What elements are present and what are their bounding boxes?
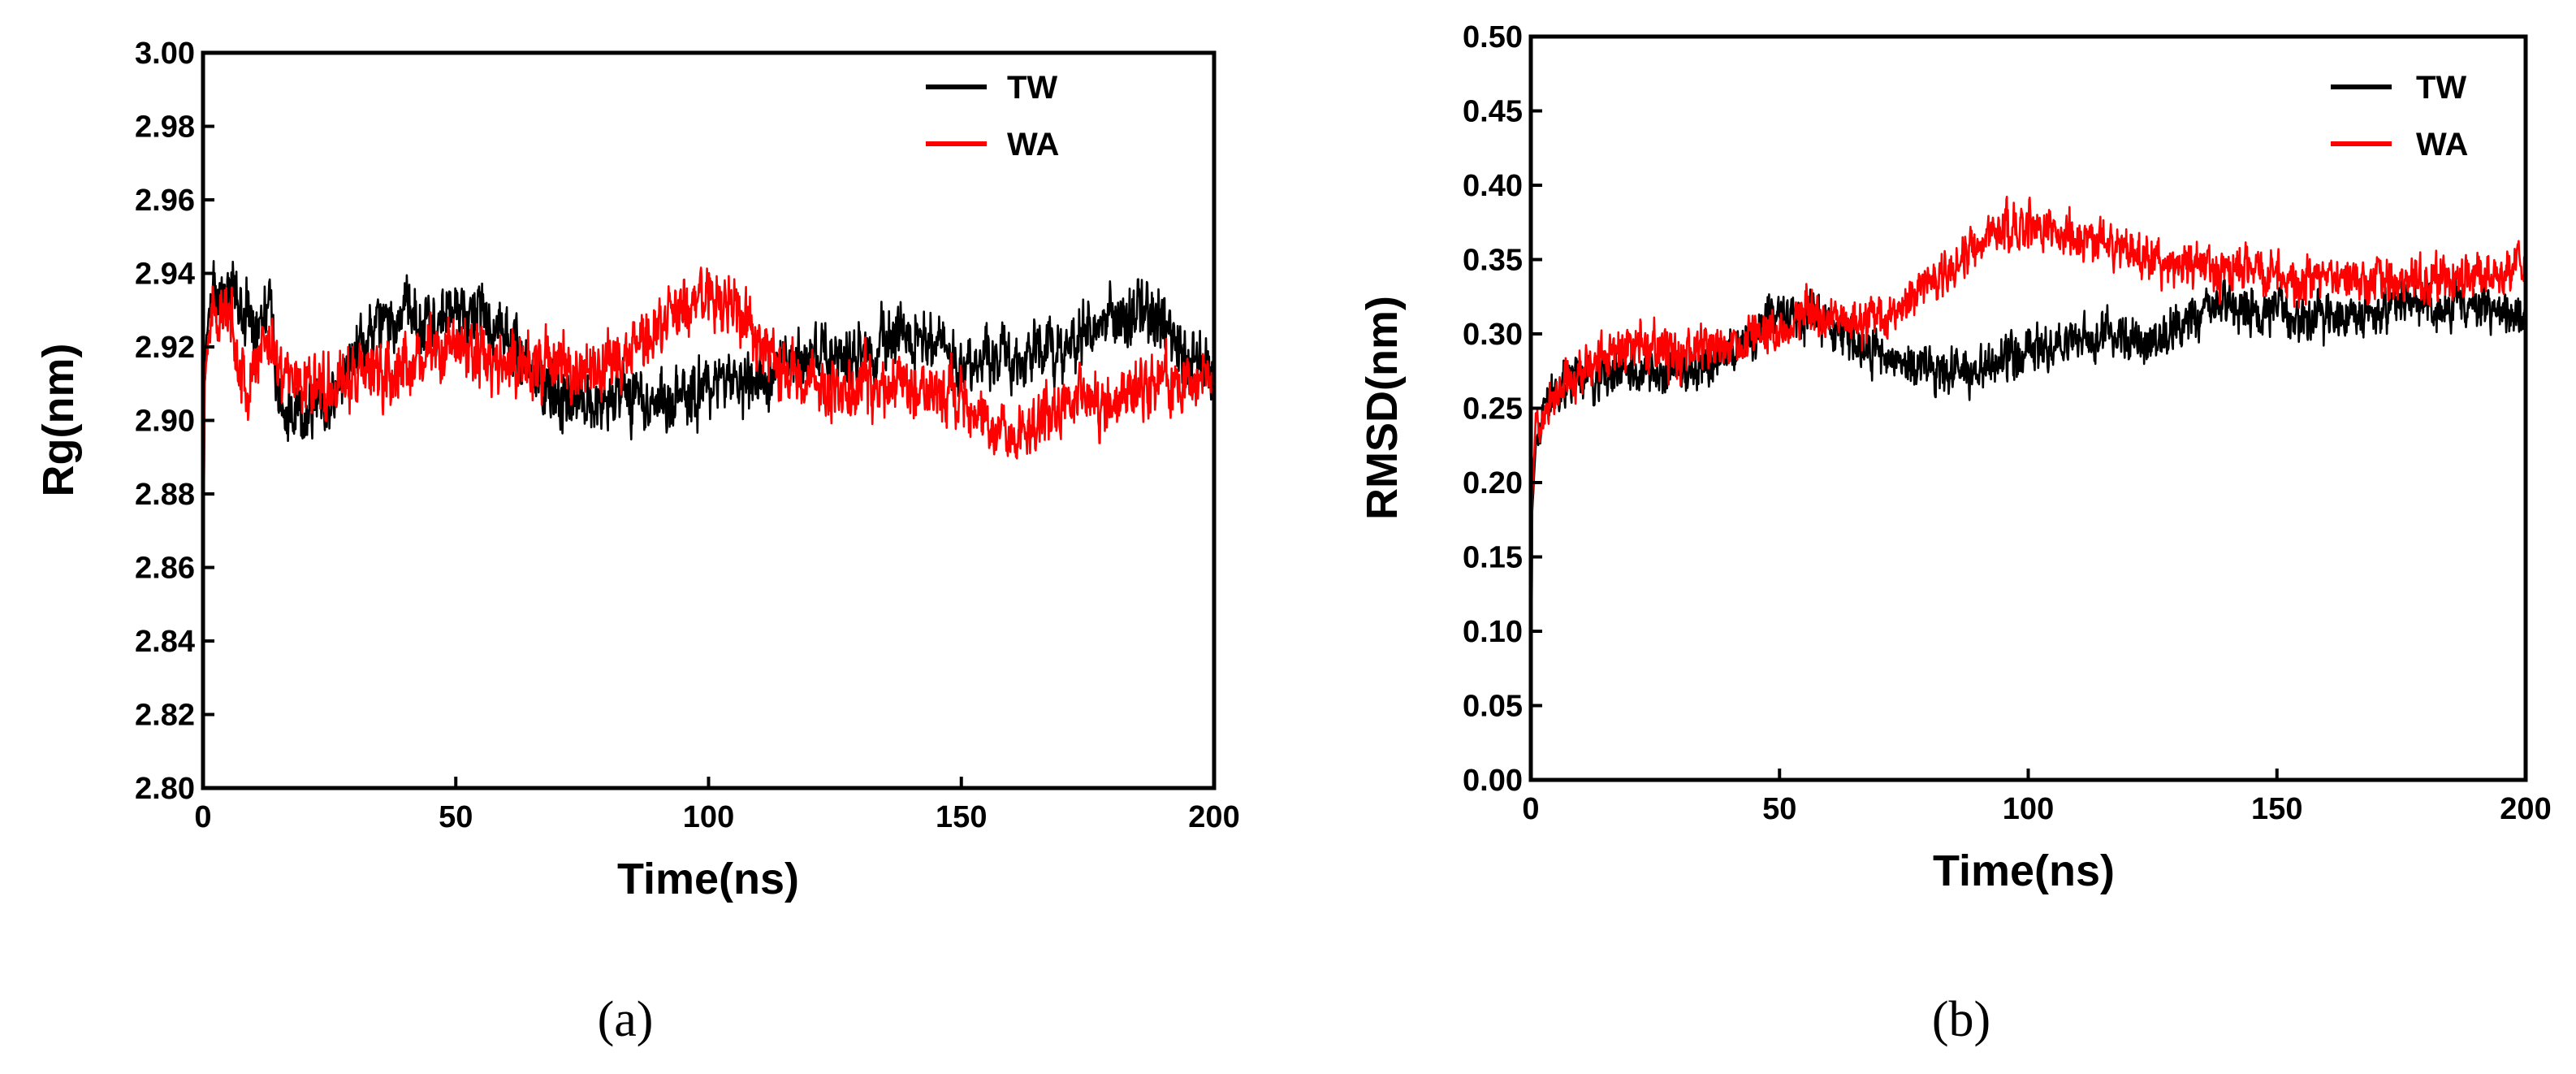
y-tick-label: 2.98 (135, 110, 195, 145)
legend-label-tw: TW (2416, 70, 2466, 106)
x-tick-label: 0 (1522, 792, 1539, 826)
y-tick-label: 0.35 (1463, 244, 1523, 278)
x-tick-label: 200 (2500, 792, 2551, 826)
y-tick-label: 0.15 (1463, 541, 1523, 575)
y-tick-label: 0.30 (1463, 318, 1523, 352)
x-tick-label: 200 (1188, 800, 1239, 834)
y-tick-label: 3.00 (135, 37, 195, 71)
x-axis-title: Time(ns) (617, 855, 799, 903)
x-tick-label: 100 (683, 800, 734, 834)
x-axis-ticks: 0 50 100 150 200 (1522, 769, 2552, 826)
panel-caption-b: (b) (1932, 992, 1990, 1047)
legend-label-tw: TW (1007, 70, 1057, 106)
x-tick-label: 0 (194, 800, 211, 834)
y-tick-label: 2.82 (135, 699, 195, 733)
panel-caption-a: (a) (598, 992, 654, 1047)
y-axis-ticks: 0.00 0.05 0.10 0.15 0.20 0.25 0.30 0.35 0.40 0.45… (1463, 20, 1542, 798)
series-line-wa (201, 266, 1216, 678)
y-tick-label: 0.00 (1463, 764, 1523, 798)
chart-panel-a: 2.80 2.82 2.84 2.86 2.88 2.90 2.92 2.94 2.96 2.98… (34, 37, 1240, 1047)
y-axis-ticks: 2.80 2.82 2.84 2.86 2.88 2.90 2.92 2.94 2.96 2.98… (135, 37, 214, 806)
x-tick-label: 50 (439, 800, 473, 834)
series-layer (1529, 195, 2527, 781)
x-tick-label: 150 (2251, 792, 2302, 826)
series-line-wa (1529, 195, 2527, 781)
y-tick-label: 2.96 (135, 184, 195, 218)
legend-label-wa: WA (2416, 127, 2468, 162)
x-axis-ticks: 0 50 100 150 200 (194, 777, 1240, 834)
chart-panel-b: 0.00 0.05 0.10 0.15 0.20 0.25 0.30 0.35 0.40 0.45… (1358, 20, 2552, 1047)
y-tick-label: 2.88 (135, 478, 195, 512)
y-tick-label: 2.94 (135, 258, 195, 292)
plot-frame (1528, 34, 2528, 782)
y-tick-label: 2.84 (135, 625, 195, 659)
series-layer (201, 260, 1216, 678)
series-line-tw (201, 260, 1216, 678)
y-tick-label: 0.45 (1463, 95, 1523, 129)
y-tick-label: 2.86 (135, 552, 195, 586)
y-tick-label: 0.40 (1463, 169, 1523, 203)
y-tick-label: 0.20 (1463, 466, 1523, 500)
x-axis-title: Time(ns) (1933, 847, 2115, 895)
legend: TW WA (2331, 70, 2468, 162)
legend-label-wa: WA (1007, 127, 1059, 162)
y-tick-label: 0.25 (1463, 392, 1523, 427)
y-axis-title: RMSD(nm) (1358, 296, 1407, 520)
x-tick-label: 150 (936, 800, 987, 834)
plot-frame (201, 50, 1217, 790)
y-tick-label: 0.05 (1463, 690, 1523, 724)
y-tick-label: 0.10 (1463, 615, 1523, 649)
y-tick-label: 0.50 (1463, 20, 1523, 54)
x-tick-label: 50 (1762, 792, 1796, 826)
y-tick-label: 2.90 (135, 405, 195, 439)
y-axis-title: Rg(nm) (34, 344, 83, 497)
y-tick-label: 2.80 (135, 772, 195, 806)
legend: TW WA (926, 70, 1059, 162)
y-tick-label: 2.92 (135, 331, 195, 365)
x-tick-label: 100 (2003, 792, 2054, 826)
series-line-tw (1529, 277, 2527, 781)
